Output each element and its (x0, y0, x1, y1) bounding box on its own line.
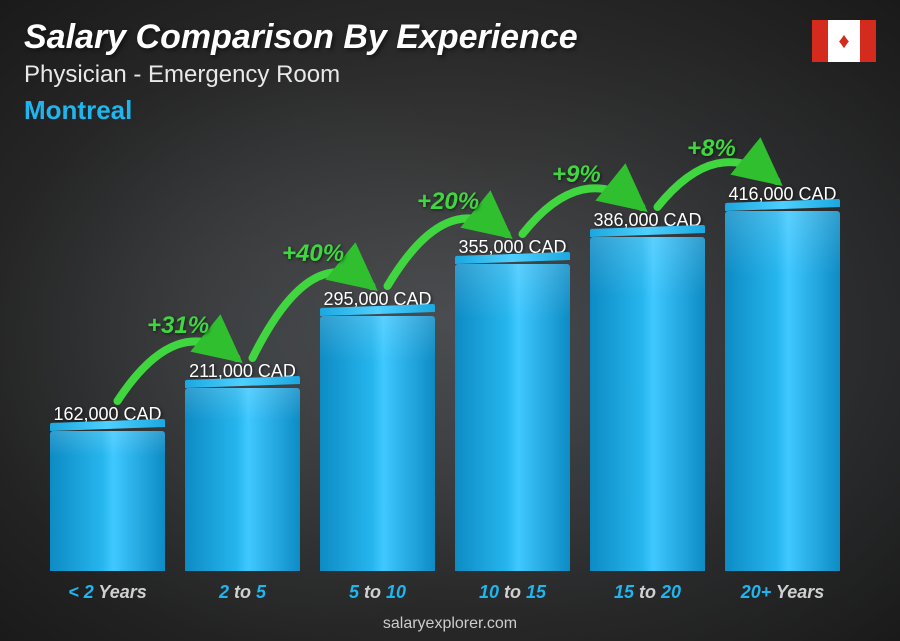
pct-change-label: +9% (552, 161, 601, 189)
bar (185, 388, 300, 571)
bar-group: 211,000 CAD (185, 361, 300, 571)
bar (725, 211, 840, 571)
footer-credit: salaryexplorer.com (0, 615, 900, 633)
bar-group: 295,000 CAD (320, 289, 435, 571)
bar-group: 416,000 CAD (725, 184, 840, 571)
pct-change-label: +8% (687, 135, 736, 163)
x-axis-label: 2 to 5 (185, 582, 300, 603)
bar-group: 355,000 CAD (455, 237, 570, 571)
bar-group: 162,000 CAD (50, 404, 165, 571)
x-axis-label: 10 to 15 (455, 582, 570, 603)
bar (320, 316, 435, 571)
x-axis-label: < 2 Years (50, 582, 165, 603)
header: Salary Comparison By Experience Physicia… (24, 18, 876, 126)
bar-group: 386,000 CAD (590, 210, 705, 571)
pct-change-label: +20% (417, 188, 479, 216)
canada-flag-icon: ♦ (812, 20, 876, 62)
x-axis-label: 5 to 10 (320, 582, 435, 603)
x-axis-label: 15 to 20 (590, 582, 705, 603)
page-title: Salary Comparison By Experience (24, 18, 876, 57)
bar (50, 431, 165, 571)
bar (455, 264, 570, 571)
pct-change-label: +40% (282, 240, 344, 268)
bar (590, 237, 705, 571)
pct-change-label: +31% (147, 312, 209, 340)
x-axis-label: 20+ Years (725, 582, 840, 603)
x-axis: < 2 Years 2 to 5 5 to 10 10 to 15 15 to 20 20… (50, 582, 840, 603)
page-subtitle: Physician - Emergency Room (24, 61, 876, 89)
location-label: Montreal (24, 95, 876, 126)
